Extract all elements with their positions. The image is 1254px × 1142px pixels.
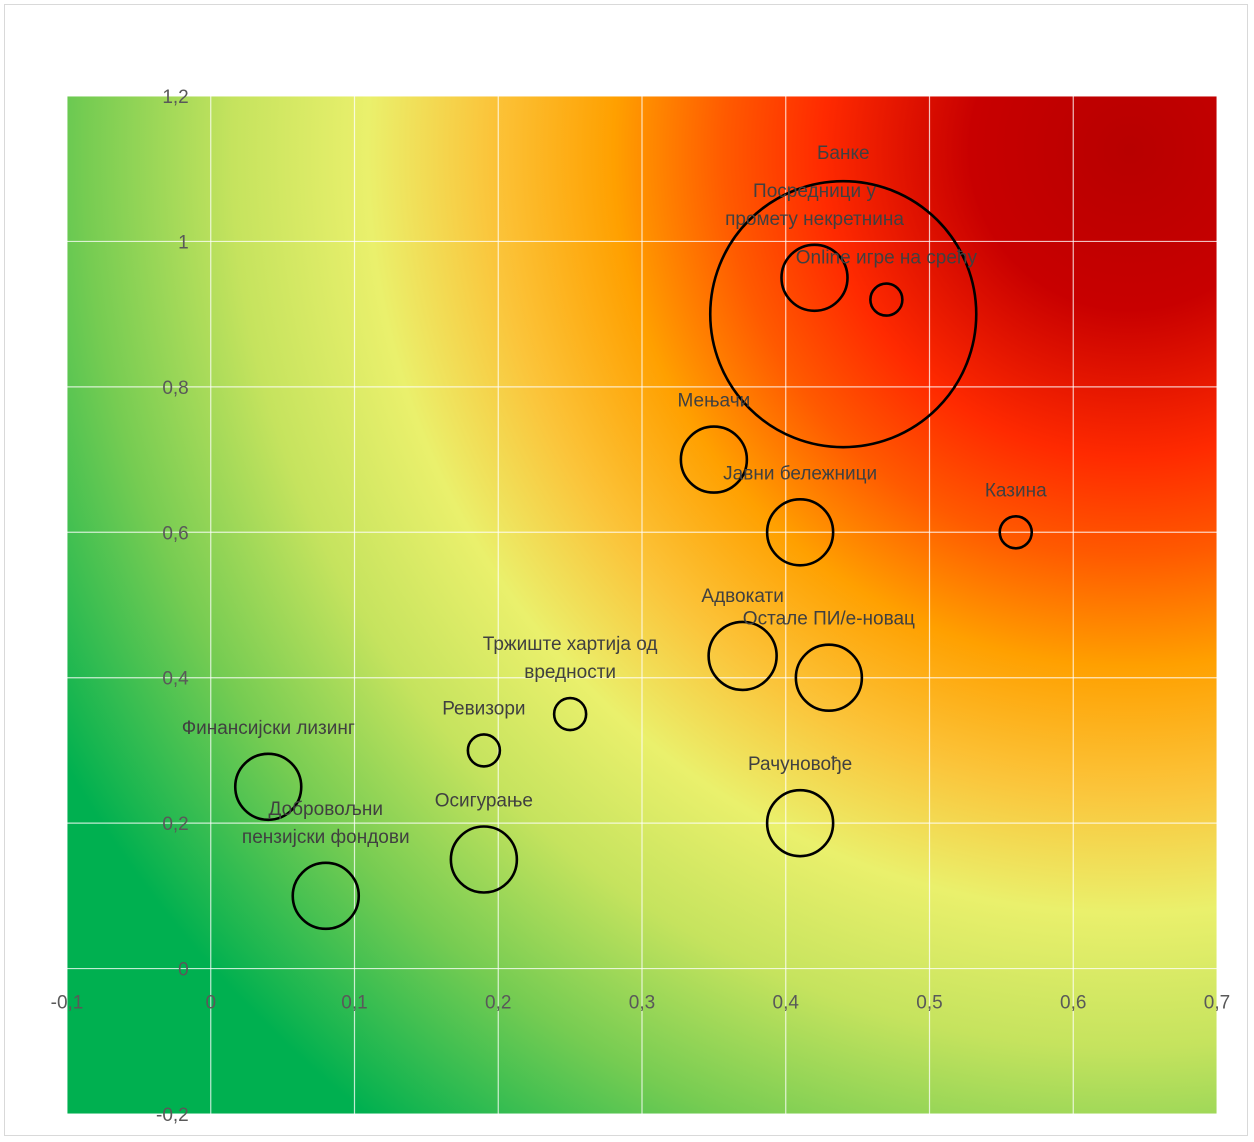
y-tick-label: 0,2 [162, 814, 188, 835]
bubble-8 [552, 696, 588, 732]
y-tick-label: 0,4 [162, 669, 189, 690]
bubble-10 [233, 752, 303, 822]
y-tick-label: 0,6 [162, 523, 188, 544]
bubble-0 [708, 179, 978, 449]
bubble-label: Рачуновође [748, 754, 852, 775]
x-tick-label: 0,1 [341, 993, 367, 1014]
bubble-label: вредности [524, 662, 616, 683]
y-tick-label: 1 [178, 232, 189, 253]
y-tick-label: 0 [178, 960, 189, 981]
x-tick-label: 0,3 [629, 993, 655, 1014]
bubble-11 [765, 788, 835, 858]
bubble-label: Добровољни [269, 799, 383, 820]
x-tick-label: 0,2 [485, 993, 511, 1014]
x-tick-label: -0,1 [51, 993, 84, 1014]
bubble-label: Тржиште хартија од [483, 634, 658, 655]
bubbles [233, 179, 1034, 931]
bubble-labels: Банке Посредници у промету некретнина Onlin… [182, 143, 1047, 848]
bubble-3 [679, 425, 749, 494]
bubble-label: Банке [817, 143, 870, 164]
y-axis-ticks: -0,2 0 0,2 0,4 0,6 0,8 1 1,2 [156, 87, 189, 1126]
bubble-label: Остале ПИ/е-новац [743, 609, 915, 630]
y-tick-label: -0,2 [156, 1105, 189, 1126]
bubble-7 [794, 643, 864, 713]
bubble-2 [869, 282, 904, 317]
y-tick-label: 1,2 [162, 87, 188, 108]
bubble-13 [291, 861, 361, 931]
x-tick-label: 0,5 [916, 993, 942, 1014]
x-tick-label: 0 [205, 993, 216, 1014]
bubble-12 [449, 825, 519, 894]
bubble-label: пензијски фондови [242, 827, 410, 848]
grid-lines [66, 95, 1218, 1115]
x-tick-label: 0,6 [1060, 993, 1086, 1014]
bubble-label: Посредници у [753, 181, 876, 202]
bubble-label: Финансијски лизинг [182, 718, 355, 739]
bubble-5 [998, 514, 1034, 550]
bubble-label: Адвокати [701, 586, 783, 607]
bubble-label: Online игре на срећу [796, 248, 978, 269]
bubble-label: Казина [985, 480, 1047, 501]
x-tick-label: 0,7 [1204, 993, 1230, 1014]
bubble-label: Осигурање [435, 791, 533, 812]
bubble-9 [466, 733, 502, 768]
x-axis-ticks: -0,1 0 0,1 0,2 0,3 0,4 0,5 0,6 0,7 [51, 993, 1231, 1014]
x-tick-label: 0,4 [773, 993, 800, 1014]
y-tick-label: 0,8 [162, 378, 188, 399]
bubble-4 [765, 497, 835, 567]
bubble-label: Јавни бележници [723, 463, 877, 484]
bubble-1 [780, 243, 849, 313]
bubble-6 [707, 620, 778, 692]
bubble-label: Мењачи [678, 391, 751, 412]
bubble-label: Ревизори [442, 698, 525, 719]
bubble-label: промету некретнина [725, 209, 904, 230]
